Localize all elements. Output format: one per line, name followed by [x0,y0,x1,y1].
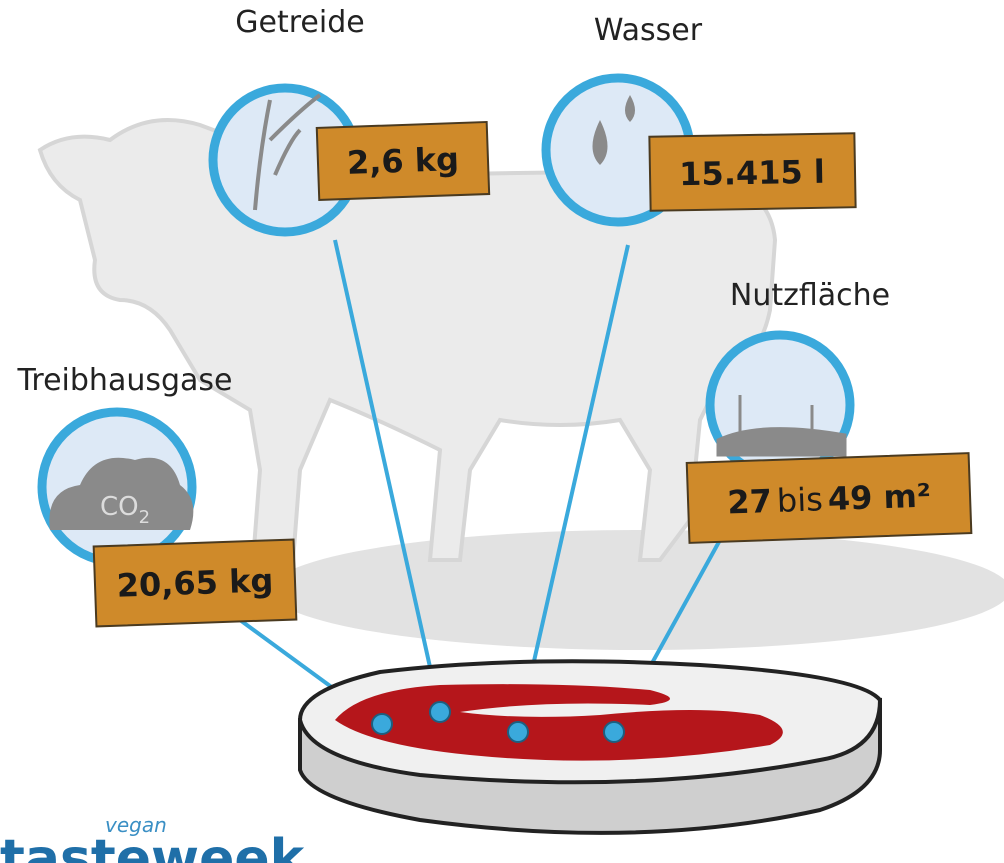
shadow [270,530,1004,650]
value-word: bis [776,480,823,520]
dot [604,722,624,742]
dot [372,714,392,734]
item-label: Treibhausgase [17,363,233,398]
sub: 2 [139,507,150,528]
value-from: 27 [727,482,773,522]
dot [430,702,450,722]
item-label: Getreide [235,5,364,40]
logo-right: week [151,829,306,863]
item-label: Nutzfläche [730,278,890,313]
item-value: 27 bis 49 m² [727,476,932,521]
steak [300,661,880,833]
item-value: 20,65 kg [116,561,274,604]
value-to: 49 m² [827,476,931,518]
dot [508,722,528,742]
infographic: Getreide 2,6 kg Wasser 15.415 l Nutzfläc… [0,0,1004,863]
item-label: Wasser [594,13,703,48]
item-value: 15.415 l [679,153,825,194]
co: CO [100,492,139,522]
logo-left: taste [0,829,151,863]
item-value: 2,6 kg [346,140,459,182]
logo-main: tasteweek [0,829,306,863]
